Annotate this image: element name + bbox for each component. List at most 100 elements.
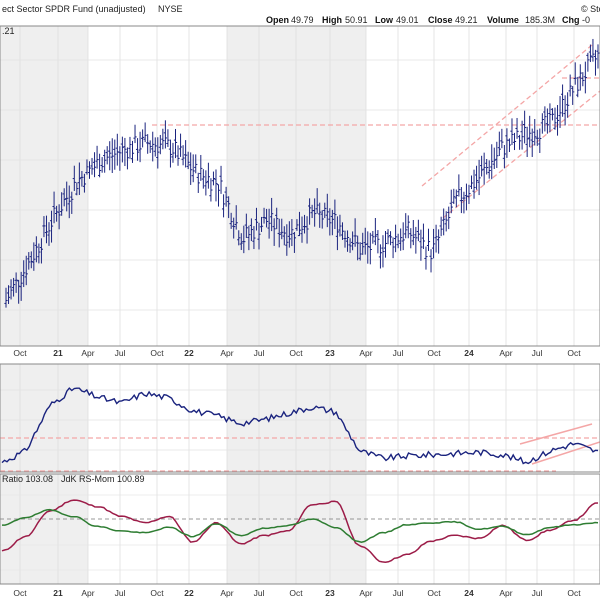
x-label-bottom: 23: [325, 588, 335, 598]
price-bar: [130, 140, 135, 163]
price-bar: [34, 236, 38, 263]
x-label-top: Apr: [81, 348, 94, 358]
price-bar: [133, 124, 137, 144]
price-bar: [525, 126, 529, 158]
price-bar: [153, 137, 157, 157]
price-bar: [37, 243, 41, 264]
rs-panel-border: [0, 363, 600, 473]
price-bar: [429, 249, 433, 273]
price-bar: [14, 272, 18, 293]
price-bar: [146, 134, 150, 154]
price-bar: [44, 215, 49, 244]
rs-panel: [0, 363, 600, 473]
price-bar: [593, 49, 598, 76]
price-bar: [345, 230, 350, 252]
high-value: 50.91: [345, 15, 368, 25]
price-bar: [330, 209, 334, 236]
rrg-panel: Ratio 103.08 JdK RS-Mom 100.89: [0, 473, 600, 585]
x-label-top: Oct: [289, 348, 303, 358]
price-bar: [242, 225, 246, 254]
price-bar: [166, 129, 170, 147]
price-bar: [19, 271, 23, 301]
low-label: Low: [375, 15, 394, 25]
price-bar: [333, 199, 337, 230]
price-bar: [300, 216, 304, 243]
price-bar: [275, 207, 279, 230]
price-bar: [143, 122, 147, 143]
price-bar: [454, 189, 458, 208]
x-label-top: Jul: [532, 348, 543, 358]
price-bar: [396, 233, 400, 249]
price-bar: [4, 287, 8, 308]
price-bar: [348, 238, 352, 253]
price-bar: [135, 138, 140, 161]
price-bar: [530, 128, 534, 157]
price-bar: [184, 140, 188, 168]
price-bar: [70, 191, 74, 214]
price-bar: [492, 147, 496, 170]
price-bar: [27, 252, 31, 270]
price-bar: [350, 231, 355, 251]
price-bar: [270, 197, 274, 232]
price-bar: [447, 206, 451, 230]
rrg-gridlines: [0, 474, 600, 584]
price-bar: [523, 110, 527, 144]
price-bar: [227, 196, 231, 219]
price-bar: [209, 178, 213, 202]
x-label-top: Oct: [427, 348, 441, 358]
price-bar: [368, 232, 372, 265]
price-bar: [211, 171, 216, 186]
price-bar: [151, 131, 155, 162]
price-bar: [495, 141, 499, 168]
price-bar: [323, 202, 327, 219]
momentum-line: [2, 508, 599, 543]
price-corner-label: .21: [2, 26, 15, 36]
price-bar: [414, 226, 418, 254]
open-value: 49.79: [291, 15, 314, 25]
price-bar: [282, 226, 286, 246]
price-bar: [219, 165, 223, 194]
price-bar: [287, 221, 291, 248]
price-bar: [264, 208, 269, 228]
x-label-bottom: Apr: [499, 588, 512, 598]
price-bar: [272, 218, 276, 246]
price-bar: [17, 279, 21, 304]
x-label-bottom: Oct: [289, 588, 303, 598]
price-bar: [507, 138, 512, 153]
price-bar: [373, 218, 377, 246]
x-label-bottom: Jul: [532, 588, 543, 598]
x-label-top: Jul: [115, 348, 126, 358]
rs-line: [1, 387, 599, 465]
price-bar: [221, 194, 226, 218]
price-bar: [320, 210, 324, 229]
price-bar: [87, 161, 92, 179]
price-bar: [573, 62, 577, 85]
x-label-bottom: 22: [184, 588, 194, 598]
price-bar: [237, 230, 241, 246]
x-label-bottom: Oct: [150, 588, 164, 598]
x-label-bottom: Jul: [393, 588, 404, 598]
price-bar: [108, 141, 112, 171]
x-label-top: 22: [184, 348, 194, 358]
rs-trend-lines: [0, 423, 600, 472]
price-bar: [191, 154, 195, 183]
price-bar: [560, 84, 565, 117]
price-bar: [216, 184, 221, 207]
close-value: 49.21: [455, 15, 478, 25]
price-bar: [249, 218, 254, 242]
price-bar: [181, 145, 185, 166]
price-bar: [52, 191, 56, 224]
price-bar: [442, 208, 446, 236]
price-bar: [437, 229, 441, 254]
price-bar: [22, 260, 26, 288]
price-bar: [313, 198, 317, 227]
price-bar: [335, 216, 340, 251]
price-bar: [57, 204, 61, 230]
price-bar: [103, 149, 107, 173]
price-bar: [424, 246, 428, 270]
price-bar: [510, 118, 514, 145]
x-label-top: Oct: [13, 348, 27, 358]
x-label-top: Apr: [499, 348, 512, 358]
price-bar: [100, 157, 104, 173]
x-label-top: Oct: [150, 348, 164, 358]
